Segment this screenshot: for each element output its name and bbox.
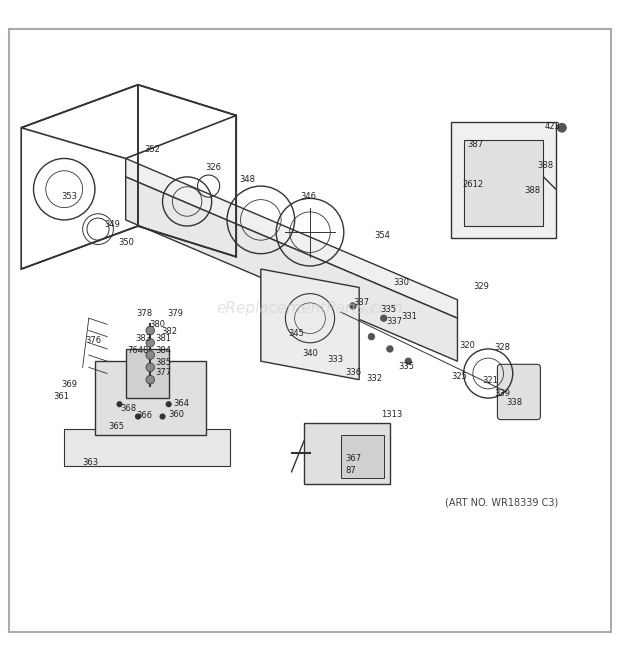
Text: 376: 376 [86,336,102,346]
Text: 337: 337 [353,298,369,307]
Text: 339: 339 [494,389,510,398]
Text: 388: 388 [538,161,554,171]
Text: 348: 348 [239,175,255,184]
Text: 365: 365 [108,422,125,432]
Text: 345: 345 [288,329,304,338]
Text: (ART NO. WR18339 C3): (ART NO. WR18339 C3) [445,498,559,508]
Circle shape [166,401,172,407]
Circle shape [146,338,154,347]
Text: 333: 333 [327,356,343,364]
Text: 383: 383 [135,334,151,343]
Text: 7648: 7648 [127,346,148,355]
Text: 380: 380 [149,320,165,329]
Circle shape [159,413,166,420]
Text: 388: 388 [524,186,540,195]
Circle shape [117,401,123,407]
Text: 360: 360 [169,410,185,419]
Text: 340: 340 [303,350,319,358]
Text: 1313: 1313 [381,410,402,419]
Circle shape [368,333,375,340]
Circle shape [146,351,154,360]
Text: 338: 338 [507,398,523,407]
Text: 349: 349 [104,219,120,229]
Text: 361: 361 [53,393,69,401]
Text: 336: 336 [345,368,361,377]
FancyBboxPatch shape [497,364,541,420]
Text: 364: 364 [174,399,190,407]
Text: 352: 352 [144,145,160,154]
Text: 320: 320 [459,341,475,350]
Text: 379: 379 [167,309,183,318]
Text: 385: 385 [155,358,171,367]
Text: 2612: 2612 [463,180,484,189]
Text: 377: 377 [155,368,171,377]
Text: 350: 350 [118,237,134,247]
Text: 335: 335 [381,305,397,314]
Text: 329: 329 [473,282,489,291]
Polygon shape [126,159,458,318]
Text: 354: 354 [374,231,391,240]
Text: 378: 378 [137,309,153,318]
Bar [464,140,544,226]
Bar [341,435,384,478]
Text: 328: 328 [494,343,510,352]
Circle shape [135,413,141,420]
Circle shape [146,363,154,371]
Circle shape [386,345,394,352]
Circle shape [146,375,154,384]
Text: 366: 366 [137,410,153,420]
Text: 384: 384 [155,346,171,355]
Text: 87: 87 [345,466,356,475]
Circle shape [380,315,388,322]
Polygon shape [261,269,359,379]
Text: 382: 382 [161,327,177,336]
Bar [64,429,230,466]
Circle shape [405,358,412,365]
Text: 337: 337 [386,317,402,326]
Circle shape [146,326,154,335]
Text: 332: 332 [366,374,383,383]
Text: 331: 331 [401,312,417,321]
Circle shape [349,302,356,309]
Polygon shape [126,177,458,361]
Bar [126,349,169,398]
Text: 369: 369 [61,380,77,389]
Text: 423: 423 [545,122,560,131]
Bar [304,422,390,484]
Text: 367: 367 [345,454,361,463]
Text: 335: 335 [398,362,414,371]
Bar [451,122,556,239]
Text: 381: 381 [155,334,171,343]
Circle shape [557,123,567,133]
Text: 321: 321 [482,376,498,385]
Text: 363: 363 [82,458,99,467]
Text: 387: 387 [467,140,484,149]
Text: 326: 326 [206,163,221,172]
Text: 368: 368 [121,404,137,413]
Text: 353: 353 [61,192,77,201]
Text: 346: 346 [301,192,317,201]
Text: 330: 330 [393,278,409,287]
Text: eReplacementParts.com: eReplacementParts.com [216,301,404,317]
Bar [95,361,206,435]
Text: 325: 325 [451,372,467,381]
